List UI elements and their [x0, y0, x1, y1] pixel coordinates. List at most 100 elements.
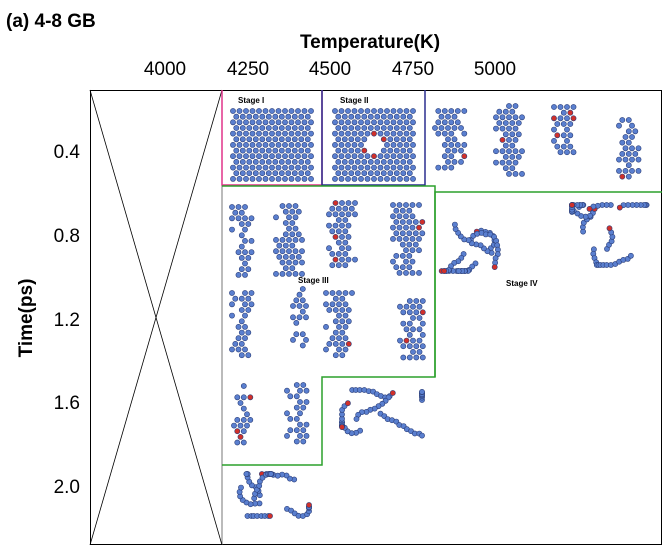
atom — [448, 130, 455, 137]
atom — [390, 130, 397, 137]
atom — [361, 136, 368, 143]
atom — [619, 173, 626, 180]
atom — [301, 108, 308, 114]
atom — [234, 439, 241, 446]
atom — [496, 120, 503, 126]
atom — [286, 203, 292, 209]
atom — [551, 137, 557, 144]
atom — [345, 245, 352, 252]
atom — [406, 136, 413, 143]
atom — [282, 164, 288, 171]
atom — [232, 209, 239, 216]
atom — [410, 326, 416, 333]
atom — [451, 125, 458, 131]
atom — [282, 130, 288, 137]
atom — [292, 259, 299, 266]
atom — [345, 200, 352, 206]
atom — [278, 158, 285, 165]
atom — [265, 170, 272, 177]
atom — [354, 170, 361, 177]
atom — [399, 230, 406, 237]
atom — [409, 235, 416, 242]
atom — [396, 269, 403, 276]
atom — [338, 141, 345, 148]
atom — [458, 147, 464, 154]
atom — [245, 295, 252, 302]
atom — [293, 319, 300, 326]
atom — [399, 264, 406, 271]
atom — [393, 219, 400, 225]
atom — [297, 387, 303, 394]
atom — [249, 108, 256, 114]
atom — [292, 203, 299, 209]
atom — [502, 142, 509, 149]
atom — [506, 103, 512, 109]
atom — [298, 170, 305, 177]
atom — [406, 320, 413, 327]
atom — [416, 326, 423, 333]
atom — [403, 202, 409, 208]
atom — [380, 125, 387, 131]
atom — [329, 290, 336, 296]
atom — [229, 346, 235, 353]
atom — [238, 295, 245, 302]
atom — [242, 204, 248, 210]
atom — [512, 136, 519, 143]
atom — [335, 158, 342, 165]
atom — [377, 164, 384, 171]
atom — [269, 108, 275, 114]
atom — [262, 175, 269, 182]
atom — [300, 438, 307, 445]
atom — [288, 164, 295, 171]
atom — [622, 167, 629, 174]
atom — [557, 115, 564, 122]
atom — [416, 224, 422, 231]
atom — [298, 147, 305, 154]
atom — [273, 214, 279, 221]
atom — [288, 141, 295, 148]
atom — [267, 513, 273, 519]
atom — [416, 315, 423, 321]
atom — [564, 104, 570, 110]
atom — [419, 388, 425, 395]
atom — [296, 314, 303, 321]
atom — [345, 211, 352, 218]
atom — [296, 291, 303, 298]
atom — [451, 113, 458, 120]
atom — [232, 340, 239, 347]
atom — [502, 131, 509, 138]
atom — [235, 215, 242, 222]
atom — [502, 153, 509, 160]
atom — [371, 108, 377, 114]
atom — [352, 200, 358, 206]
atom — [348, 113, 355, 120]
atom — [335, 217, 342, 223]
atom — [461, 130, 468, 137]
atom — [348, 125, 355, 131]
atom — [230, 119, 236, 126]
atom — [345, 256, 352, 263]
atom — [438, 125, 445, 131]
atom — [230, 141, 236, 148]
atom — [335, 125, 342, 131]
atom — [403, 175, 410, 182]
atom — [622, 134, 629, 140]
atom — [345, 141, 351, 148]
atom — [299, 308, 306, 315]
atom — [293, 382, 300, 388]
atom — [345, 175, 351, 182]
atom — [387, 147, 394, 154]
atom — [358, 141, 364, 148]
atom — [406, 252, 413, 259]
atom — [390, 141, 397, 148]
atom — [238, 266, 245, 273]
atom — [390, 108, 397, 114]
atom — [454, 108, 461, 114]
atom — [625, 173, 632, 180]
atom — [290, 303, 296, 309]
atom — [410, 130, 416, 137]
atom — [403, 119, 410, 126]
atom — [332, 295, 339, 302]
atom — [304, 158, 311, 165]
y-axis-title: Time(ps) — [16, 279, 37, 358]
